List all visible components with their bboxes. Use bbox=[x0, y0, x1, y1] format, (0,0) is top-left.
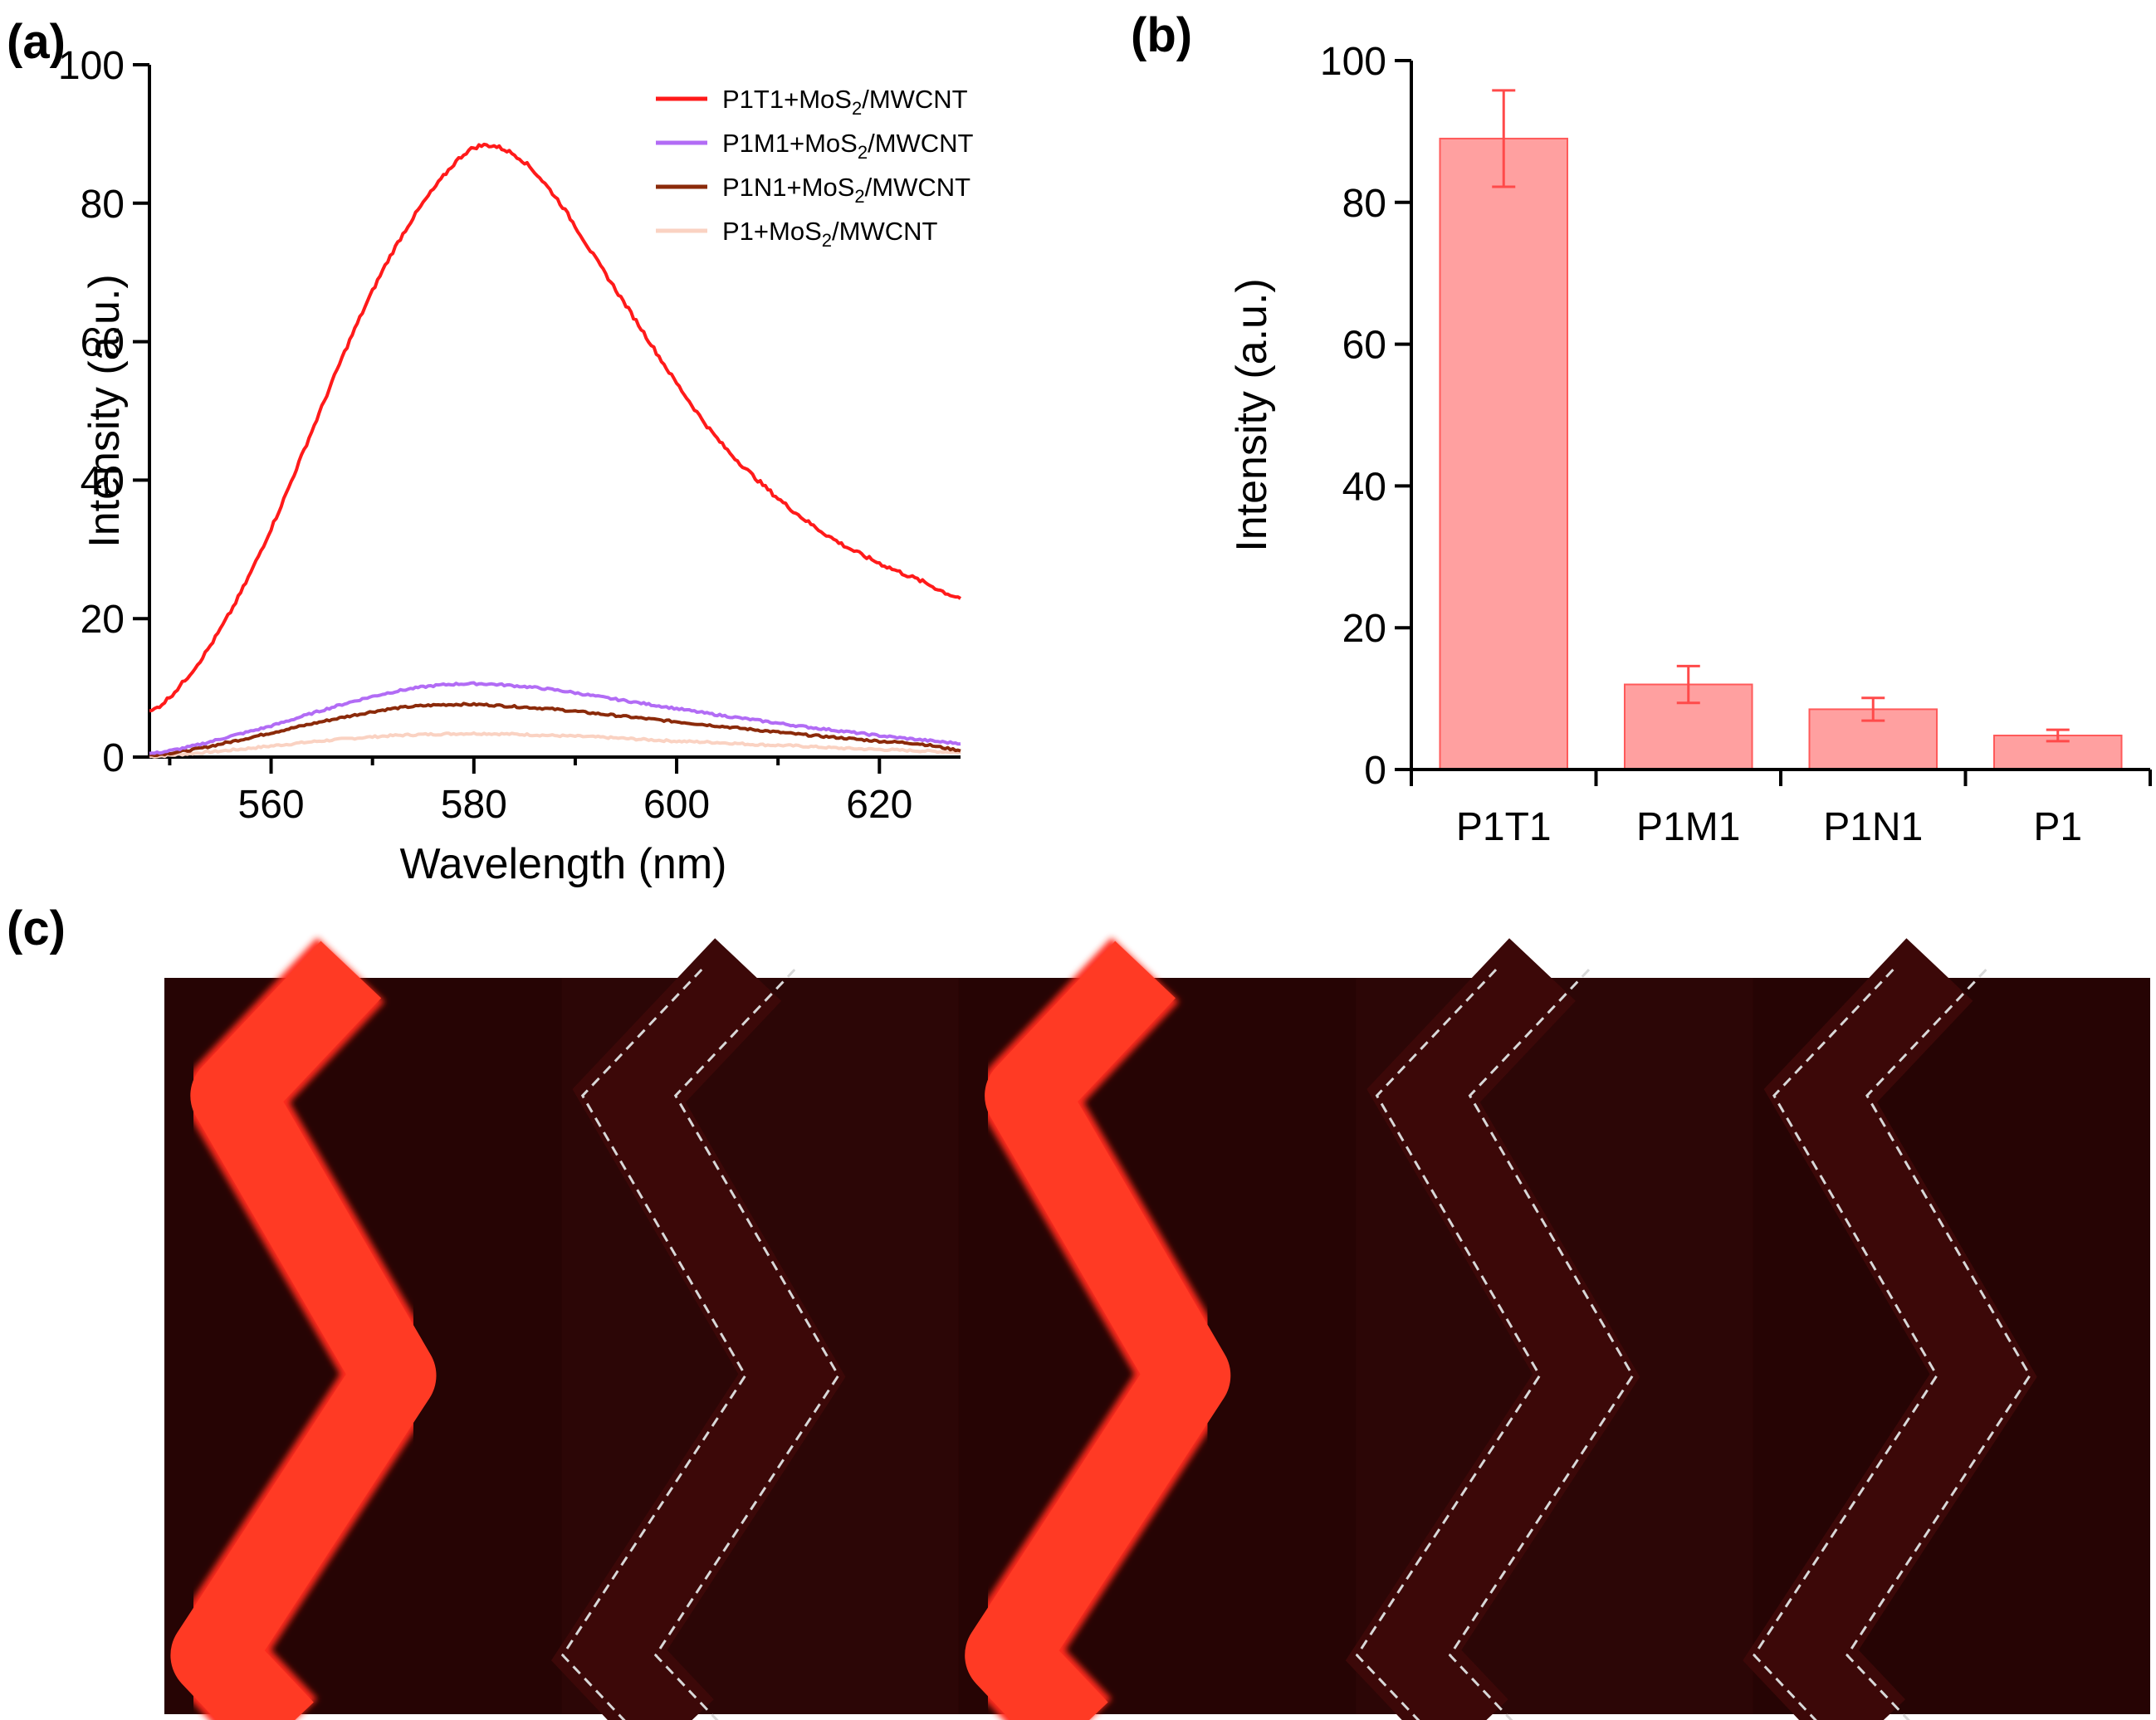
spectrum-chart: 0 20 40 60 80 100 560 580 600 620 P1T1+MoS2/MWCNT… bbox=[58, 44, 974, 888]
spectrum-x-tick-label: 600 bbox=[643, 783, 710, 827]
intensity-y-tick-label: 80 bbox=[1342, 182, 1386, 226]
spectrum-y-axis-title: Intensity (a.u.) bbox=[81, 274, 129, 547]
spectrum-x-tick-label: 620 bbox=[846, 783, 912, 827]
spectrum-y-tick-label: 20 bbox=[81, 598, 125, 642]
intensity-y-tick-label: 60 bbox=[1342, 324, 1386, 368]
bar-p1m1 bbox=[1623, 683, 1753, 771]
channel-outline-left bbox=[1753, 968, 1938, 1720]
bar-p1t1 bbox=[1439, 137, 1569, 770]
micrograph-2 bbox=[551, 938, 959, 1720]
panel-label-b: (b) bbox=[1131, 8, 1192, 62]
spectrum-y-tick-label: 40 bbox=[81, 459, 125, 503]
micrograph-1 bbox=[164, 937, 562, 1720]
spectrum-axes: 0 20 40 60 80 100 560 580 600 620 bbox=[58, 44, 961, 827]
channel-outline-left bbox=[1355, 968, 1542, 1720]
intensity-bars bbox=[1439, 89, 2123, 771]
spectrum-y-tick-label: 80 bbox=[81, 183, 125, 227]
intensity-y-tick-label: 20 bbox=[1342, 607, 1386, 651]
spectrum-line-p1m1 bbox=[149, 681, 961, 755]
spectrum-series bbox=[149, 142, 962, 759]
legend-entry: P1M1+MoS2/MWCNT bbox=[722, 129, 974, 163]
channel-fluorescence-core bbox=[170, 941, 437, 1720]
intensity-bar-chart: P1T1 P1M1 P1N1 P1 0 20 40 60 80 100 Intensity (a.… bbox=[1228, 40, 2152, 849]
spectrum-y-tick-label: 0 bbox=[102, 736, 125, 780]
intensity-y-tick-label: 0 bbox=[1364, 749, 1386, 793]
channel-outline-right bbox=[653, 968, 840, 1720]
panel-label-a: (a) bbox=[7, 15, 66, 69]
panel-label-c: (c) bbox=[7, 902, 66, 955]
category-label-p1t1: P1T1 bbox=[1456, 805, 1552, 849]
channel-fluorescence-core bbox=[965, 941, 1231, 1720]
channel-faint bbox=[1743, 938, 2037, 1720]
spectrum-x-tick-label: 580 bbox=[441, 783, 507, 827]
micrograph-3 bbox=[958, 937, 1357, 1720]
spectrum-x-tick-label: 560 bbox=[238, 783, 305, 827]
spectrum-line-p1n1 bbox=[149, 701, 961, 757]
fluorescence-micrographs bbox=[164, 937, 2150, 1720]
spectrum-x-axis-title: Wavelength (nm) bbox=[400, 840, 727, 888]
channel-faint bbox=[1345, 938, 1640, 1720]
legend-entry: P1T1+MoS2/MWCNT bbox=[722, 85, 968, 119]
intensity-y-axis-title: Intensity (a.u.) bbox=[1228, 278, 1276, 551]
spectrum-y-tick-label: 60 bbox=[81, 321, 125, 365]
category-label-p1m1: P1M1 bbox=[1636, 805, 1740, 849]
legend-entry: P1N1+MoS2/MWCNT bbox=[722, 173, 970, 207]
channel-outline-left bbox=[560, 968, 747, 1720]
channel-outline-right bbox=[1846, 968, 2031, 1720]
micrograph-5 bbox=[1743, 938, 2150, 1720]
category-label-p1n1: P1N1 bbox=[1823, 805, 1923, 849]
spectrum-line-p1t1 bbox=[149, 142, 962, 713]
channel-outline-right bbox=[1448, 968, 1635, 1720]
spectrum-y-tick-label: 100 bbox=[58, 44, 125, 88]
intensity-axes: P1T1 P1M1 P1N1 P1 0 20 40 60 80 100 bbox=[1320, 40, 2152, 849]
channel-faint bbox=[551, 938, 846, 1720]
category-label-p1: P1 bbox=[2033, 805, 2082, 849]
spectrum-line-p1 bbox=[149, 731, 961, 759]
spectrum-legend: P1T1+MoS2/MWCNT P1M1+MoS2/MWCNT P1N1+MoS2/… bbox=[656, 85, 974, 251]
micrograph-4 bbox=[1345, 938, 1753, 1720]
intensity-y-tick-label: 100 bbox=[1320, 40, 1386, 84]
intensity-y-tick-label: 40 bbox=[1342, 465, 1386, 509]
legend-entry: P1+MoS2/MWCNT bbox=[722, 217, 937, 251]
